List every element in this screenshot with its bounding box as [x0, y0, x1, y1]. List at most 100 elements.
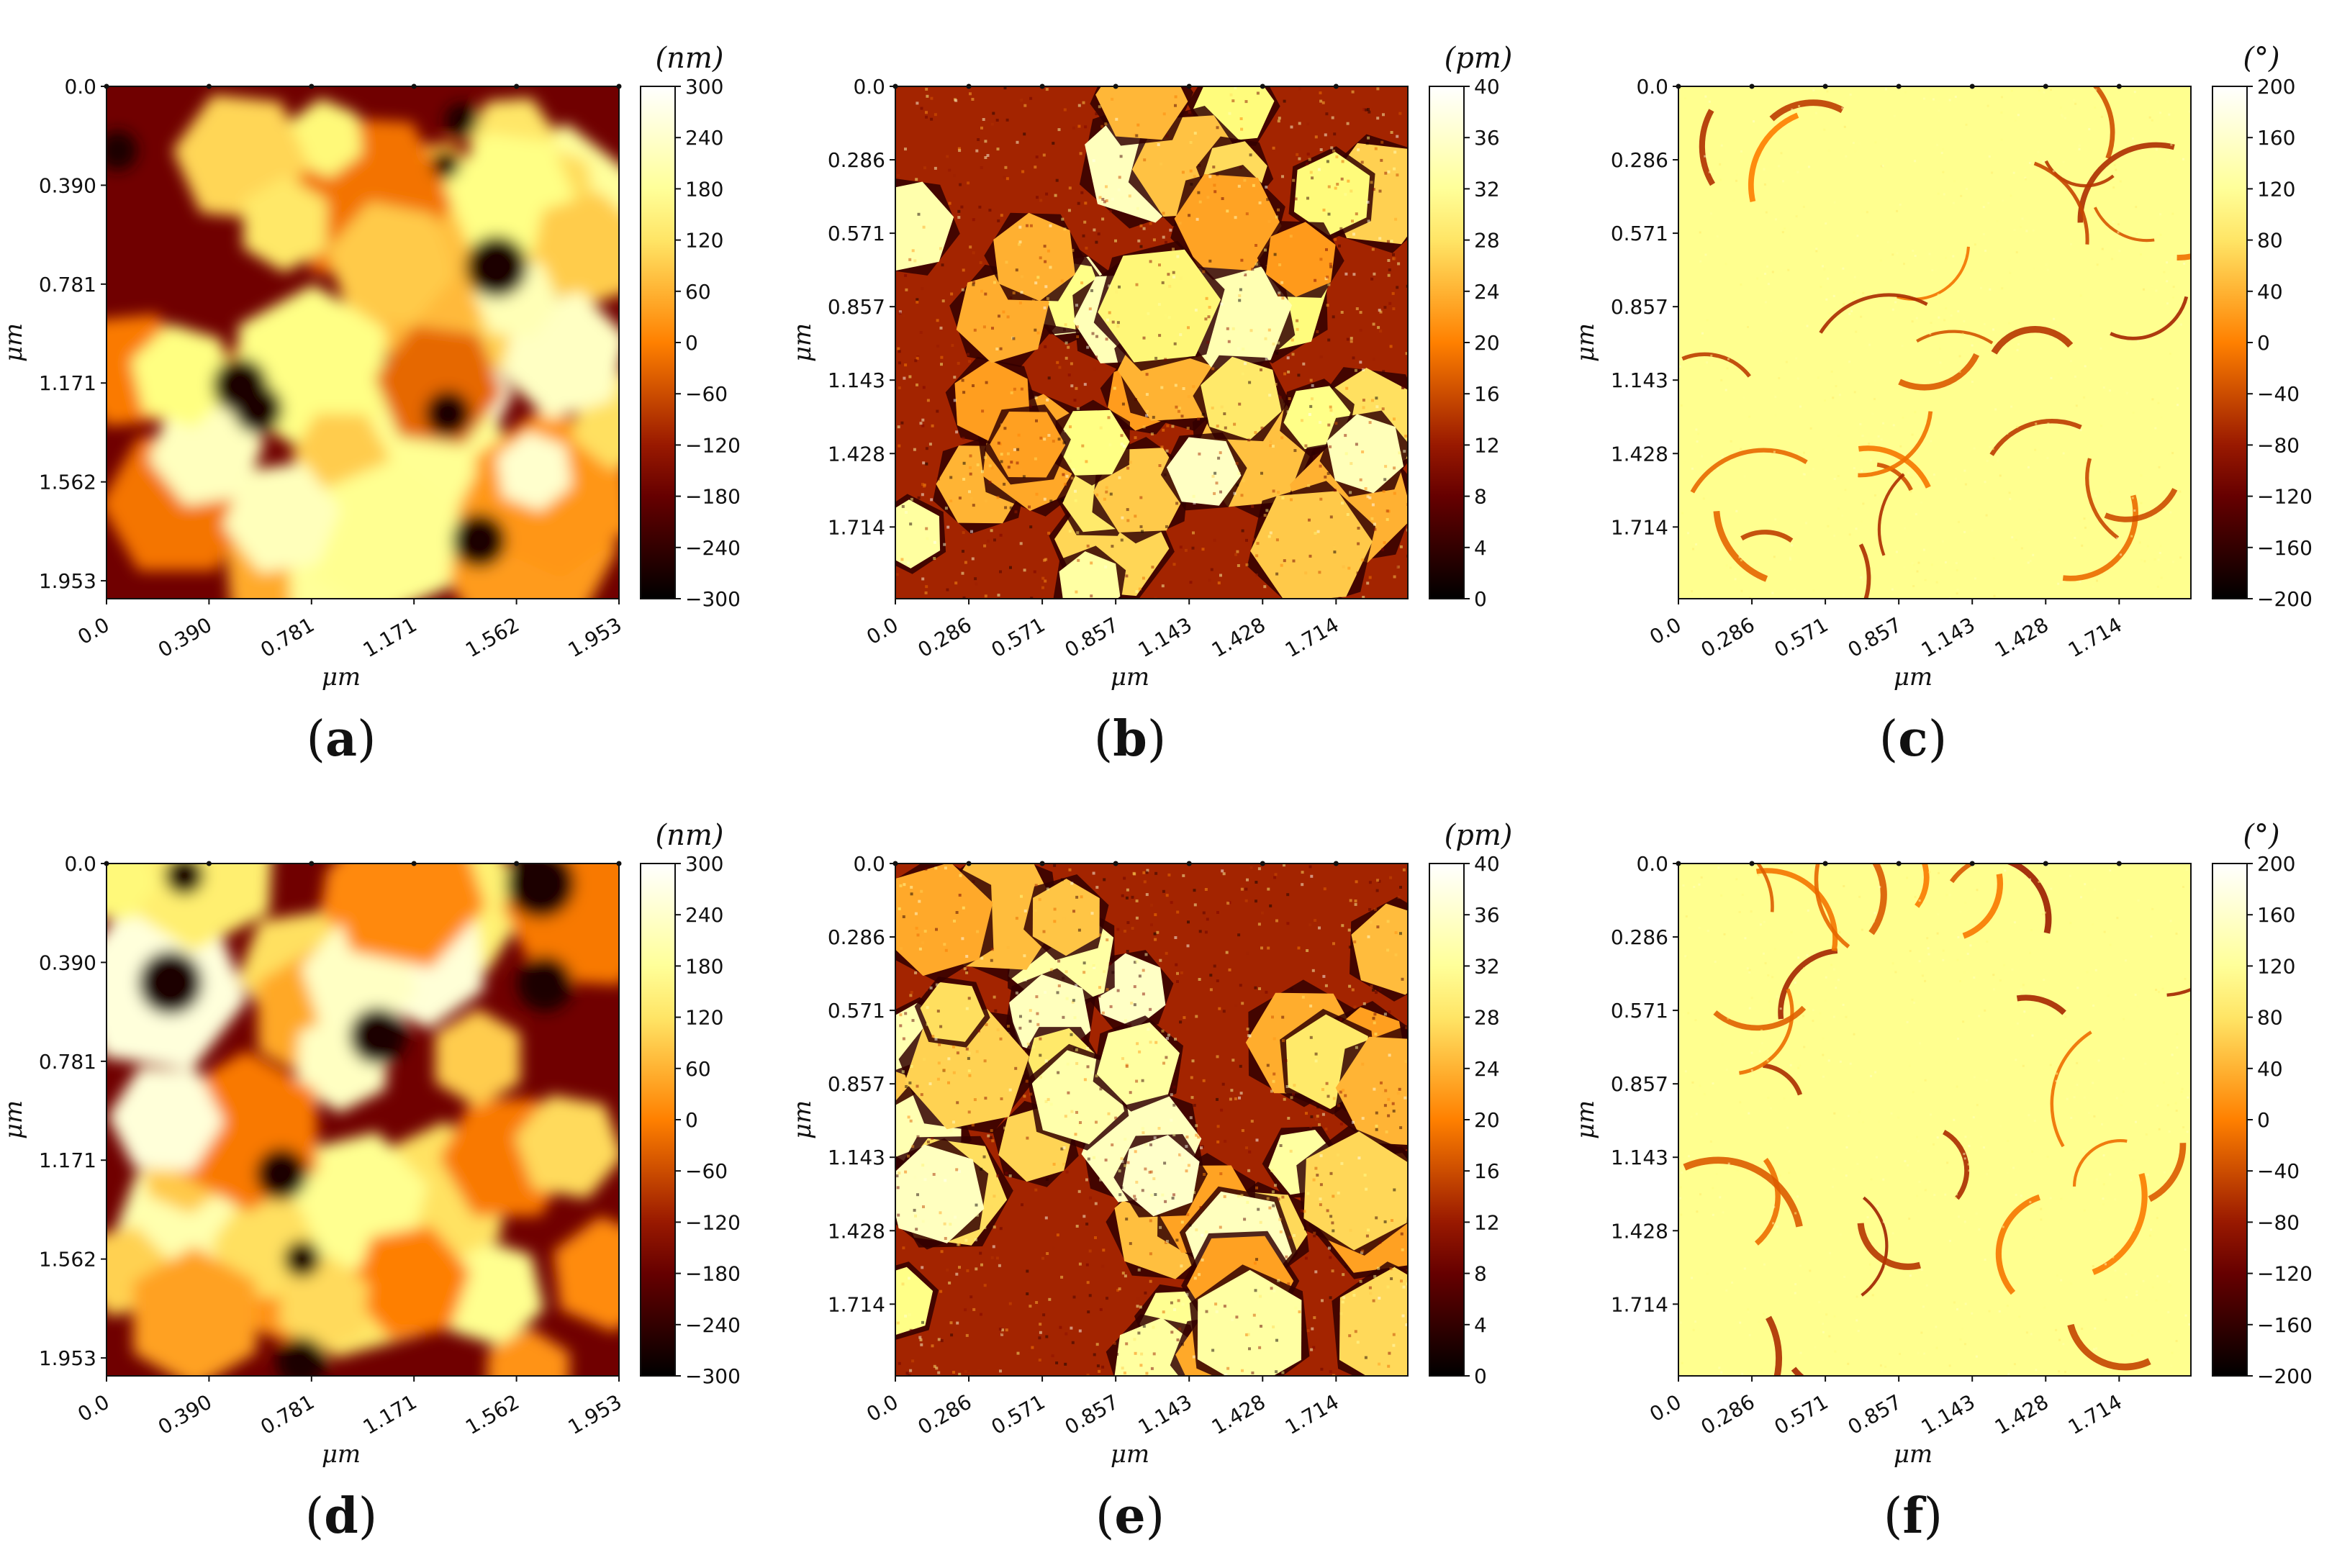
panel-caption: (c) — [1879, 710, 1947, 768]
top-tick-mark — [1969, 861, 1975, 866]
top-tick-mark — [2043, 861, 2048, 866]
top-tick-mark — [1186, 861, 1192, 866]
y-tick-label: 1.953 — [39, 1346, 96, 1370]
colorbar-tick-label: 24 — [1474, 280, 1500, 304]
colorbar-tick-label: −180 — [685, 1262, 741, 1286]
colorbar-unit: (pm) — [1445, 42, 1513, 75]
y-tick-label: 1.428 — [1611, 442, 1668, 466]
top-tick-mark — [616, 861, 622, 866]
top-tick-mark — [1969, 83, 1975, 89]
x-tick-label: 0.286 — [914, 612, 976, 662]
top-tick-mark — [1113, 83, 1118, 89]
y-tick-label: 0.286 — [828, 925, 885, 949]
heatmap-image — [1678, 86, 2191, 599]
top-tick-mark — [1822, 83, 1828, 89]
y-tick-label: 1.428 — [1611, 1219, 1668, 1243]
colorbar-tick-label: −240 — [685, 1313, 741, 1337]
x-axis-label: μm — [1111, 663, 1149, 692]
colorbar-tick-label: 0 — [1474, 587, 1487, 611]
colorbar-tick-label: 40 — [2257, 280, 2283, 304]
x-tick-label: 0.571 — [987, 1390, 1049, 1439]
colorbar-gradient — [640, 863, 676, 1377]
y-tick-label: 0.857 — [1611, 295, 1668, 319]
top-tick-mark — [966, 83, 972, 89]
x-tick-label: 0.0 — [1645, 1390, 1685, 1426]
colorbar: 300 240 180 120 60 0 −60 −120 −180 −240 −300 (nm) — [640, 819, 741, 1388]
colorbar-unit: (nm) — [656, 42, 724, 75]
colorbar-tick-label: 80 — [2257, 1006, 2283, 1030]
y-tick-label: 1.953 — [39, 569, 96, 593]
colorbar-tick-label: 24 — [1474, 1057, 1500, 1081]
colorbar-unit: (pm) — [1445, 819, 1513, 852]
colorbar-tick-label: −300 — [685, 587, 741, 611]
top-tick-mark — [104, 861, 109, 866]
top-tick-mark — [1749, 861, 1755, 866]
top-tick-mark — [104, 83, 109, 89]
x-tick-label: 0.0 — [73, 612, 113, 649]
top-tick-mark — [1260, 861, 1265, 866]
y-tick-label: 1.428 — [828, 1219, 885, 1243]
colorbar-gradient — [640, 86, 676, 599]
top-tick-mark — [514, 83, 520, 89]
top-tick-mark — [1896, 861, 1902, 866]
colorbar-tick-label: −160 — [2257, 536, 2313, 560]
y-tick-label: 0.0 — [64, 75, 96, 99]
colorbar-tick-label: 120 — [2257, 954, 2295, 978]
top-tick-mark — [1676, 861, 1681, 866]
y-tick-label: 0.390 — [39, 173, 96, 197]
colorbar-tick-label: −60 — [685, 1159, 728, 1183]
y-tick-label: 1.143 — [828, 1146, 885, 1169]
x-tick-label: 0.0 — [73, 1390, 113, 1426]
colorbar-tick-label: 12 — [1474, 1210, 1500, 1234]
y-tick-label: 0.857 — [1611, 1072, 1668, 1096]
top-tick-mark — [309, 83, 315, 89]
y-tick-label: 0.781 — [39, 273, 96, 296]
x-tick-label: 1.143 — [1917, 612, 1979, 662]
colorbar-tick-label: −200 — [2257, 1364, 2313, 1388]
x-tick-label: 1.714 — [2064, 1390, 2126, 1439]
colorbar-tick-label: 300 — [685, 852, 723, 876]
x-axis-label: μm — [322, 663, 361, 692]
top-tick-mark — [1186, 83, 1192, 89]
colorbar-tick-label: 28 — [1474, 229, 1500, 253]
plot-frame — [895, 86, 1409, 599]
x-tick-label: 1.562 — [461, 1390, 523, 1439]
colorbar-tick-label: −60 — [685, 382, 728, 406]
x-tick-label: 0.286 — [1697, 1390, 1759, 1439]
colorbar-tick-label: 0 — [685, 1108, 698, 1132]
x-tick-label: 0.390 — [154, 612, 216, 662]
y-tick-label: 1.714 — [828, 1292, 885, 1316]
colorbar-tick-label: 36 — [1474, 903, 1500, 927]
y-tick-label: 0.571 — [828, 999, 885, 1023]
colorbar-tick-label: 40 — [1474, 75, 1500, 99]
top-tick-mark — [2116, 861, 2122, 866]
colorbar-tick-label: 160 — [2257, 126, 2295, 150]
x-tick-label: 0.0 — [862, 612, 902, 649]
x-tick-label: 0.571 — [987, 612, 1049, 662]
top-tick-mark — [892, 861, 898, 866]
colorbar-tick-label: −120 — [2257, 485, 2313, 509]
x-tick-label: 1.143 — [1917, 1390, 1979, 1439]
panel-caption: (e) — [1095, 1487, 1165, 1545]
colorbar-tick-label: 32 — [1474, 954, 1500, 978]
y-tick-label: 0.286 — [1611, 925, 1668, 949]
colorbar-tick-label: −40 — [2257, 1159, 2300, 1183]
colorbar: 200 160 120 80 40 0 −40 −80 −120 −160 −200 (°) — [2212, 42, 2313, 611]
y-tick-label: 0.0 — [1636, 852, 1668, 876]
top-tick-mark — [1749, 83, 1755, 89]
colorbar-tick-label: 120 — [2257, 177, 2295, 201]
y-tick-label: 0.0 — [1636, 75, 1668, 99]
y-axis-label: μm — [788, 323, 817, 362]
top-tick-mark — [1039, 861, 1045, 866]
x-tick-label: 1.953 — [564, 612, 626, 662]
y-tick-label: 0.286 — [828, 148, 885, 172]
x-tick-label: 1.171 — [359, 612, 421, 662]
colorbar-tick-label: 32 — [1474, 177, 1500, 201]
y-axis-label: μm — [0, 323, 28, 362]
colorbar-gradient — [2212, 86, 2248, 599]
colorbar-unit: (nm) — [656, 819, 724, 852]
top-tick-mark — [1260, 83, 1265, 89]
